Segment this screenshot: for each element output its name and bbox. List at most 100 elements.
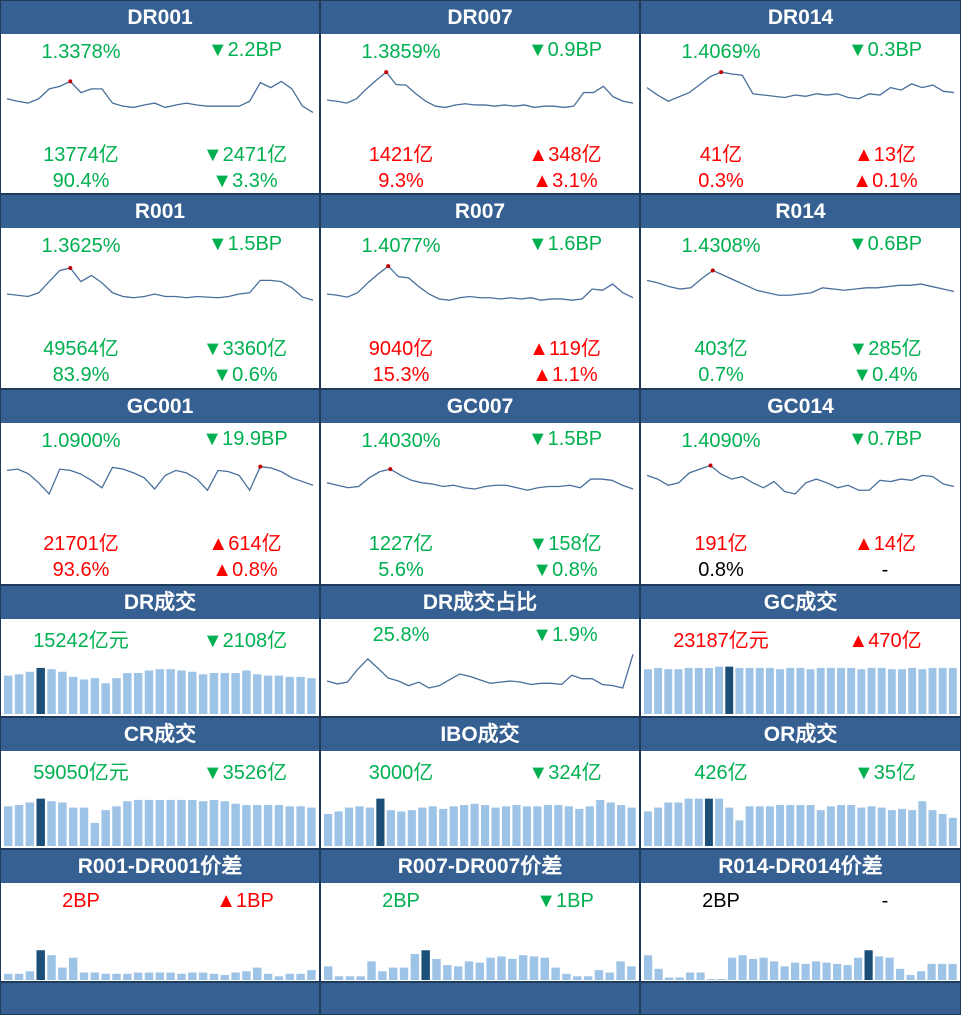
gc014-volume-change: ▲14亿 (853, 533, 917, 555)
cell-gc007: GC007 1.4030% ▼1.5BP 1227亿 ▼158亿 5.6% ▼0.8% (320, 389, 640, 585)
r001-spread-bar (112, 973, 121, 980)
dr001-volume-change: ▼2471亿 (202, 144, 288, 166)
r014-spread-bar (770, 961, 779, 980)
dr-vol-bar (274, 675, 284, 714)
r007-spread-bar (388, 967, 398, 980)
dr007-line (326, 71, 634, 109)
cell-ibo-vol: IBO成交 3000亿 ▼324亿 (320, 717, 640, 849)
gc007-rate-change: ▼1.5BP (527, 428, 603, 450)
r014-line (646, 269, 955, 296)
gc007-line (326, 468, 634, 491)
r007-spread-bars (324, 950, 636, 980)
gc001-rate-change: ▼19.9BP (202, 428, 288, 450)
dr-vol-bar (112, 678, 121, 714)
r001-spread-bar (242, 971, 251, 980)
dr-vol-bar (307, 678, 316, 714)
r001-title: R001 (1, 195, 319, 228)
or-vol-bar (704, 798, 713, 846)
ibo-vol-bar (481, 805, 490, 846)
ibo-vol-bar (470, 803, 479, 846)
or-vol-bar (755, 806, 764, 846)
ibo-vol-bar (512, 805, 521, 846)
gc014-line (646, 464, 955, 495)
gc001-share-change: ▲0.8% (212, 559, 278, 581)
r001-spread-bar (68, 957, 78, 980)
dr007-rate: 1.3859% (361, 41, 441, 63)
r007-spread-bar (529, 956, 539, 980)
r014-spread-bar (833, 963, 842, 980)
r001-spread-bar (155, 972, 165, 980)
ibo-vol-bar (522, 806, 532, 846)
dr-vol-bar (285, 676, 294, 714)
gc014-share: 0.8% (698, 559, 744, 581)
cr-vol-bar (14, 805, 24, 846)
gc-vol-bar (826, 667, 835, 714)
r001-spread-bar (14, 973, 24, 980)
dr-vol-bar (47, 669, 56, 714)
r001-spread-bar (274, 976, 284, 980)
r014-rate: 1.4308% (681, 235, 761, 257)
cr-vol-bar (253, 805, 262, 846)
r014-rate-change: ▼0.6BP (847, 233, 923, 255)
dr-vol-bar (144, 670, 154, 714)
r007-spread-title: R007-DR007价差 (321, 850, 639, 883)
ibo-vol-change: ▼324亿 (528, 762, 602, 784)
r007-share: 15.3% (372, 364, 430, 386)
cell-gc001: GC001 1.0900% ▼19.9BP 21701亿 ▲614亿 93.6% ▲0.8% (0, 389, 320, 585)
r007-spread-bar (518, 955, 528, 980)
gc-vol-bar (715, 666, 724, 714)
gc001-peak-marker (258, 464, 263, 469)
r007-volume: 9040亿 (368, 338, 434, 360)
r001-spread-bar (263, 973, 273, 980)
r001-volume: 49564亿 (43, 338, 119, 360)
r014-spread-bar (717, 979, 726, 980)
gc007-share-change: ▼0.8% (532, 559, 598, 581)
r001-spread-bar (253, 967, 262, 980)
dr001-volume: 13774亿 (43, 144, 119, 166)
r014-spread-bar (791, 962, 800, 980)
r001-spread-title: R001-DR001价差 (1, 850, 319, 883)
dr-vol-bar (14, 674, 24, 714)
gc-vol-bar (928, 667, 937, 714)
r001-spread-bar (220, 975, 229, 980)
r007-spread-bar (486, 957, 495, 980)
dr014-volume: 41亿 (699, 144, 743, 166)
r001-spread-bar (177, 973, 186, 980)
or-vol-bars (644, 798, 957, 846)
or-vol-bar (694, 798, 703, 846)
footer-cell (640, 982, 961, 1015)
or-vol-bar (644, 811, 652, 846)
cr-vol-value: 59050亿元 (33, 762, 129, 784)
gc007-share: 5.6% (378, 559, 424, 581)
r007-share-change: ▲1.1% (532, 364, 598, 386)
cell-or-vol: OR成交 426亿 ▼35亿 (640, 717, 961, 849)
dr-vol-bar (220, 673, 229, 714)
cr-vol-bar (4, 806, 13, 846)
dr014-peak-marker (719, 70, 724, 75)
cr-vol-bar (307, 807, 316, 846)
r014-spread-bar (843, 965, 852, 980)
gc-vol-bar (898, 669, 906, 714)
r001-spread-change: ▲1BP (216, 890, 274, 912)
r007-peak-marker (386, 264, 391, 269)
r007-rate-change: ▼1.6BP (527, 233, 603, 255)
dr007-volume-change: ▲348亿 (528, 144, 602, 166)
r001-share: 83.9% (52, 364, 110, 386)
r014-spread-bar (707, 979, 716, 980)
r007-spread-bar (421, 950, 430, 980)
ibo-vol-bar (543, 805, 552, 846)
cell-dr014: DR014 1.4069% ▼0.3BP 41亿 ▲13亿 0.3% ▲0.1% (640, 0, 961, 194)
ibo-vol-bar (439, 808, 448, 846)
dr014-volume-change: ▲13亿 (853, 144, 917, 166)
gc-vol-bar (857, 669, 866, 714)
r001-spread-bar (144, 972, 154, 980)
dr-vol-bar (177, 670, 186, 714)
ibo-vol-value: 3000亿 (368, 762, 434, 784)
or-vol-bar (938, 814, 947, 846)
r014-spread-bar (759, 957, 768, 980)
dr014-title: DR014 (641, 1, 960, 34)
cr-vol-bars (4, 798, 316, 846)
r007-spread-bar (367, 961, 376, 980)
ibo-vol-bar (355, 806, 364, 846)
gc014-sparkline (646, 463, 955, 495)
